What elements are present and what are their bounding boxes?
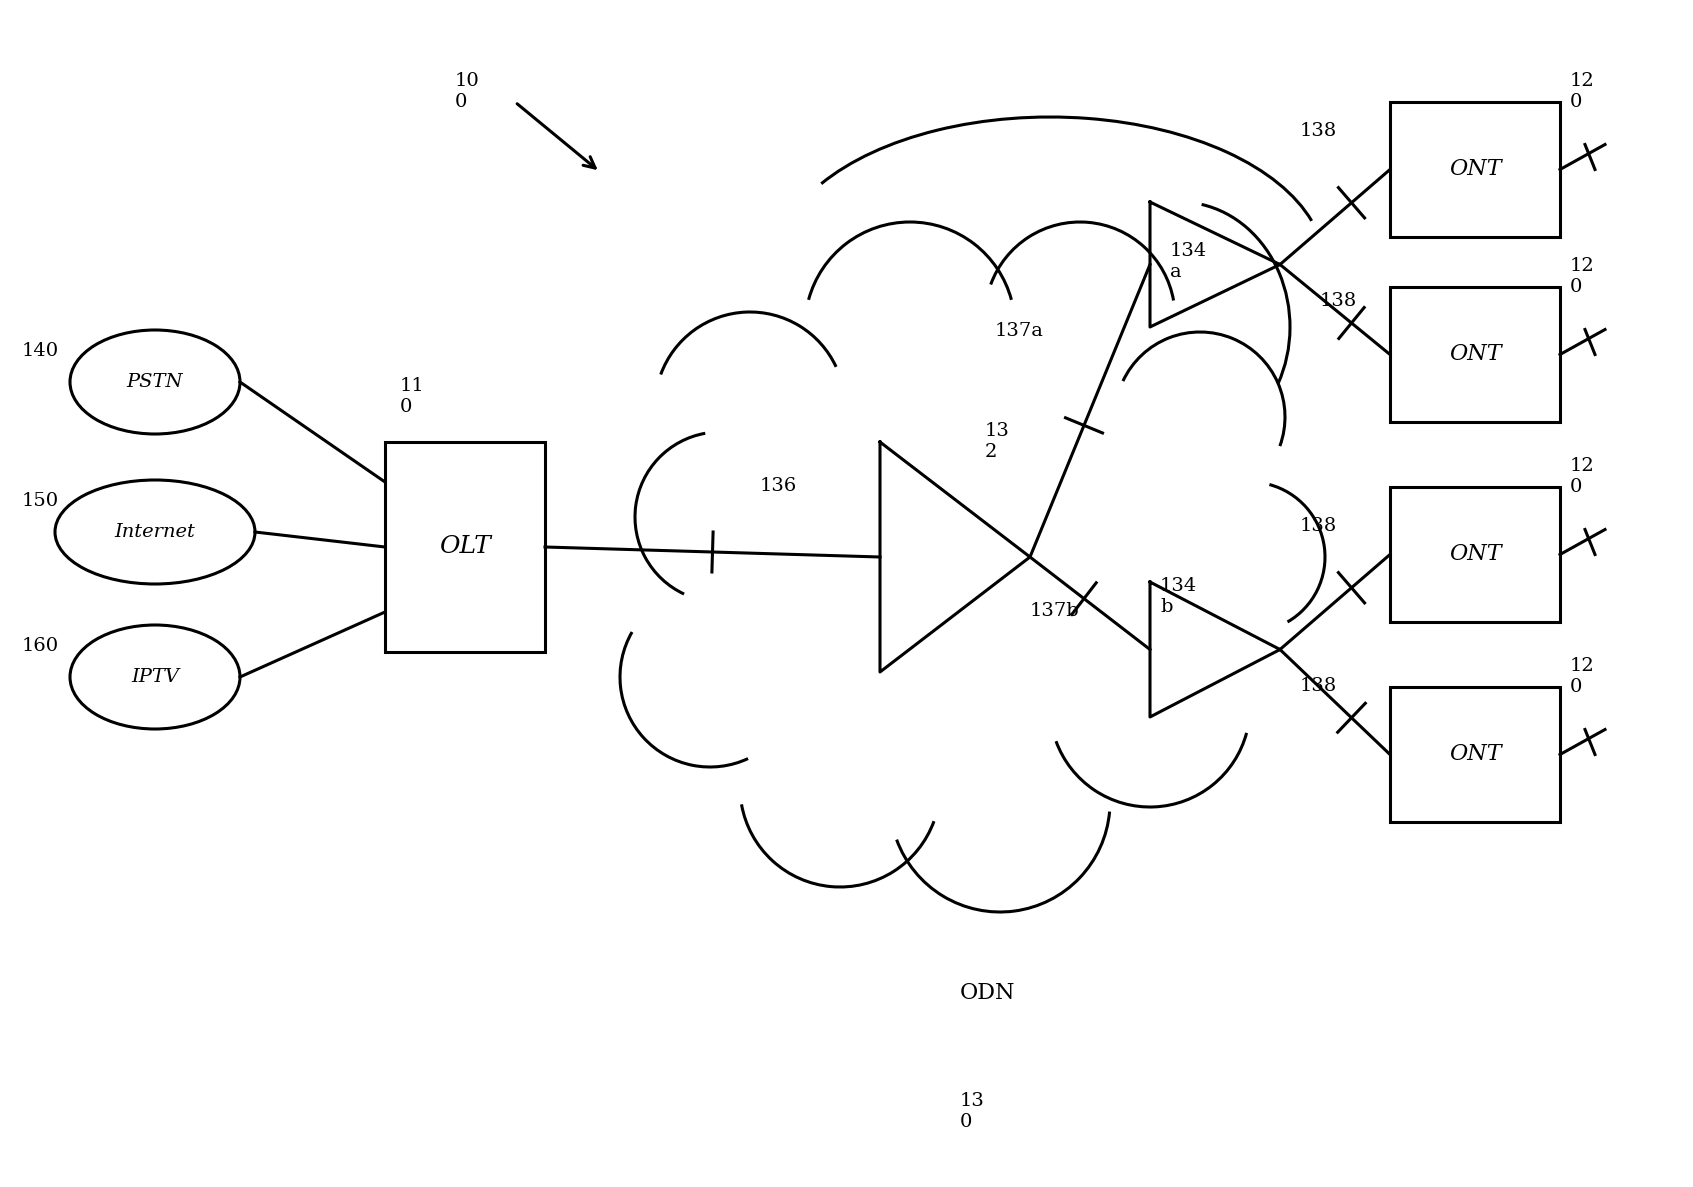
Text: ODN: ODN [960,982,1016,1004]
Text: 138: 138 [1300,677,1337,696]
Bar [1390,687,1559,823]
Text: 140: 140 [22,342,59,360]
Text: PSTN: PSTN [127,373,183,391]
Text: 12
0: 12 0 [1569,656,1595,696]
Text: 134
a: 134 a [1170,242,1207,281]
Text: 136: 136 [760,477,797,495]
Text: Internet: Internet [115,523,195,541]
Text: IPTV: IPTV [130,668,179,686]
Bar [1390,287,1559,423]
Text: 12
0: 12 0 [1569,457,1595,496]
Text: 11
0: 11 0 [400,377,425,415]
Text: 137a: 137a [995,322,1045,339]
Text: ONT: ONT [1449,743,1502,766]
Text: 138: 138 [1300,518,1337,535]
Text: ONT: ONT [1449,159,1502,180]
Text: 10
0: 10 0 [455,72,479,110]
Text: 134
b: 134 b [1160,577,1197,616]
Text: 12
0: 12 0 [1569,72,1595,110]
Text: 13
0: 13 0 [960,1092,985,1131]
Text: 150: 150 [22,491,59,510]
Bar [1390,487,1559,622]
Text: ONT: ONT [1449,544,1502,565]
Text: 138: 138 [1321,292,1358,310]
Bar [1390,102,1559,237]
Bar [384,442,545,652]
Text: 160: 160 [22,637,59,655]
Text: 137b: 137b [1029,602,1080,620]
Text: 138: 138 [1300,122,1337,140]
Text: 12
0: 12 0 [1569,258,1595,296]
Text: 13
2: 13 2 [985,423,1011,461]
Text: ONT: ONT [1449,343,1502,366]
Text: OLT: OLT [438,535,491,559]
